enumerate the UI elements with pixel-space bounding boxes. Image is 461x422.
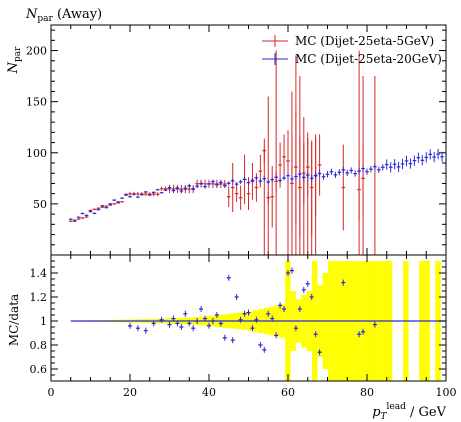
bottom-y-tick-label: 0.6 (30, 363, 48, 376)
x-tick-label: 40 (202, 386, 216, 399)
legend-label-red: MC (Dijet-25eta-5GeV) (295, 34, 434, 48)
legend-item-red: MC (Dijet-25eta-5GeV) (262, 34, 434, 48)
bottom-y-ticks: 0.6 0.8 1 1.2 1.4 (30, 260, 446, 376)
bottom-y-tick-label: 0.8 (30, 339, 48, 352)
bottom-y-tick-label: 1 (40, 315, 47, 328)
chart-title: Npar (Away) (25, 7, 102, 24)
top-y-tick-label: 100 (26, 147, 47, 160)
x-tick-label: 100 (436, 386, 457, 399)
top-y-ticks: 50 100 150 200 (26, 29, 446, 246)
bottom-y-axis-label: MC/data (7, 294, 21, 346)
bottom-y-tick-label: 1.2 (30, 291, 48, 304)
x-tick-label: 80 (360, 386, 374, 399)
x-tick-label: 20 (123, 386, 137, 399)
x-tick-label: 0 (48, 386, 55, 399)
top-y-tick-label: 200 (26, 45, 47, 58)
top-y-tick-label: 50 (33, 198, 47, 211)
ratio-points (128, 267, 377, 356)
bottom-x-ticks: 0 20 40 60 80 100 (48, 255, 457, 399)
bottom-y-tick-label: 1.4 (30, 267, 48, 280)
x-axis-label: pTlead / GeV (372, 402, 446, 422)
x-tick-label: 60 (281, 386, 295, 399)
bottom-panel: 0.6 0.8 1 1.2 1.4 0 20 40 60 80 100 (30, 254, 457, 399)
top-y-tick-label: 150 (26, 96, 47, 109)
legend-label-blue: MC (Dijet-25eta-20GeV) (295, 52, 442, 66)
top-y-axis-label: Npar (6, 46, 23, 75)
legend-item-blue: MC (Dijet-25eta-20GeV) (262, 52, 442, 66)
legend: MC (Dijet-25eta-5GeV) MC (Dijet-25eta-20… (262, 34, 442, 66)
blue-series (68, 148, 444, 222)
red-series (68, 50, 376, 255)
top-panel: 50 100 150 200 MC (Dijet-25eta-5GeV) MC (Di… (26, 24, 447, 256)
